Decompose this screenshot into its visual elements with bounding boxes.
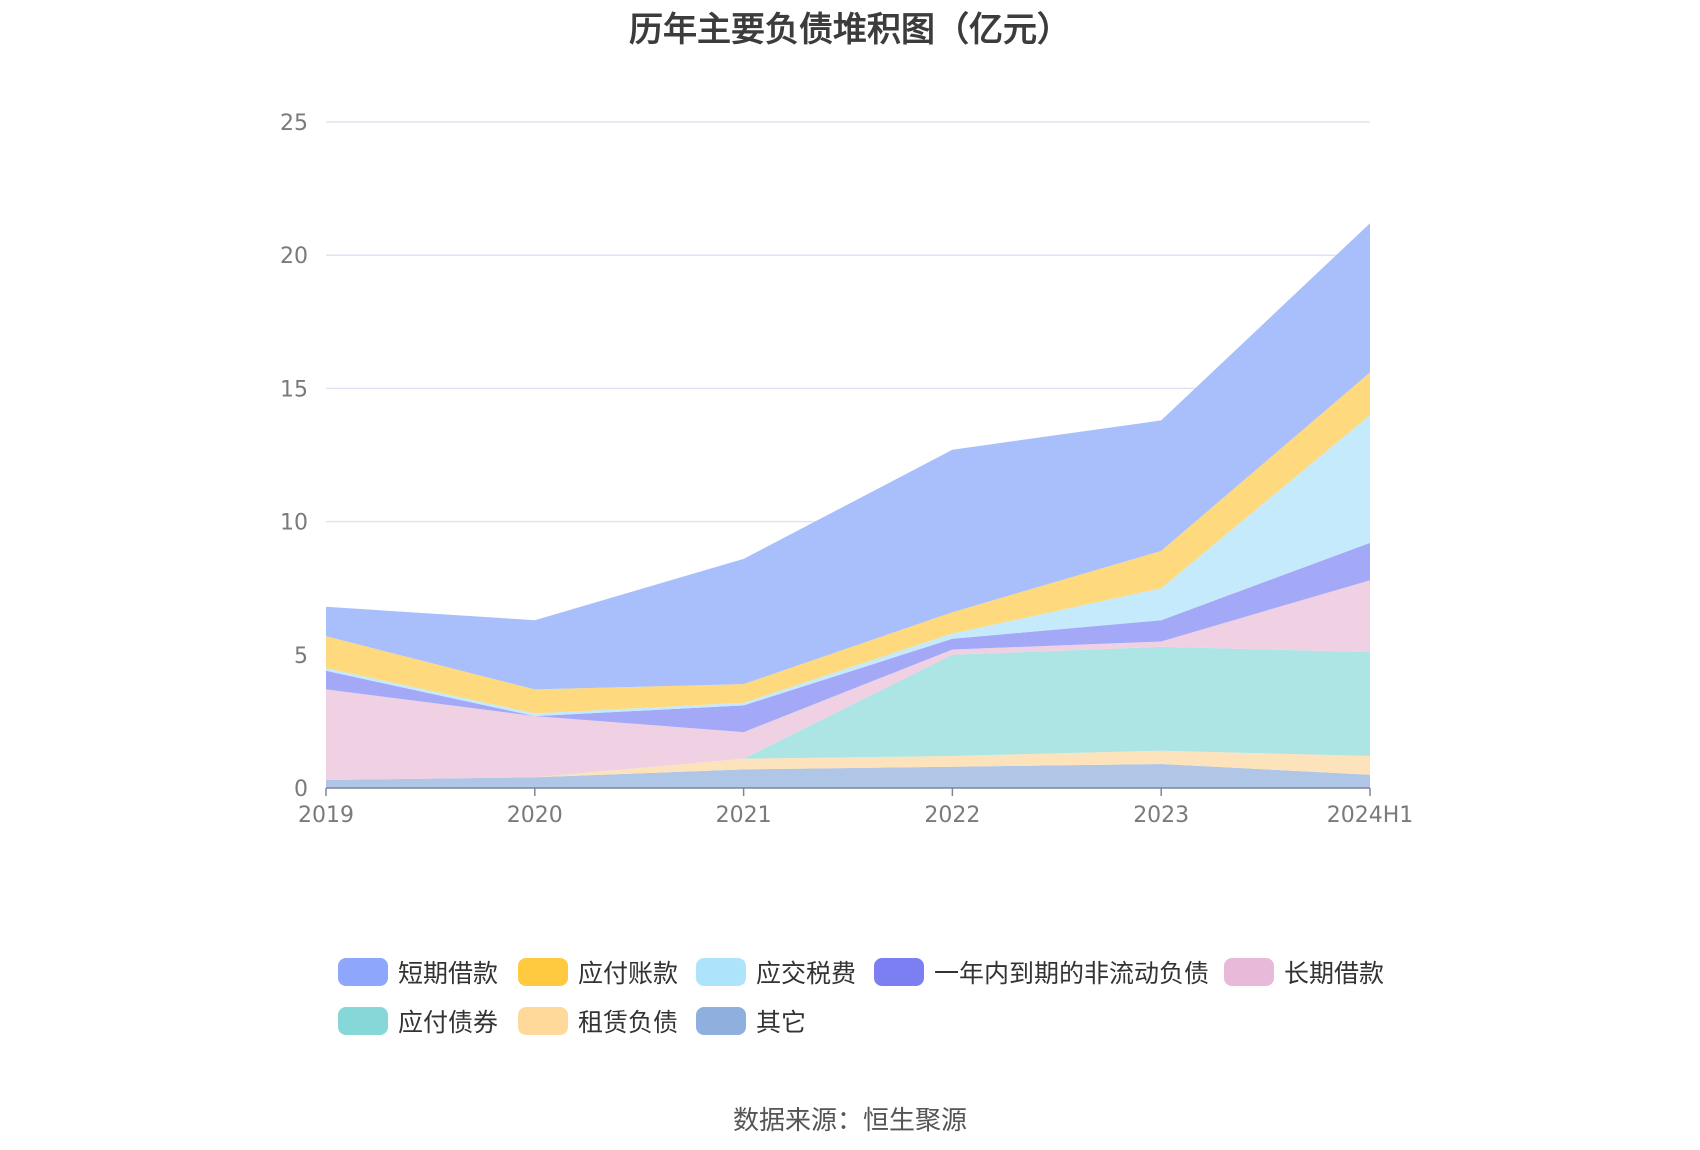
area-series-一年内到期的非流动负债 (326, 542, 1370, 733)
legend-label: 应付账款 (578, 959, 679, 988)
area-series-其它 (326, 764, 1370, 788)
legend-label: 租赁负债 (578, 1008, 679, 1037)
y-tick-label: 5 (294, 644, 308, 669)
y-tick-label: 15 (280, 377, 308, 402)
legend-item[interactable]: 一年内到期的非流动负债 (874, 955, 1209, 989)
legend-swatch (518, 1007, 568, 1035)
legend-swatch (518, 958, 568, 986)
area-series-租赁负债 (326, 750, 1370, 780)
legend-swatch (1224, 958, 1274, 986)
legend-swatch (338, 1007, 388, 1035)
x-tick-label: 2024H1 (1327, 803, 1414, 828)
chart-title: 历年主要负债堆积图（亿元） (629, 10, 1071, 50)
legend-label: 一年内到期的非流动负债 (934, 959, 1210, 988)
legend-label: 应交税费 (756, 959, 857, 988)
x-tick-label: 2023 (1133, 803, 1189, 828)
legend-item[interactable]: 租赁负债 (518, 1004, 678, 1038)
legend-item[interactable]: 应交税费 (696, 955, 856, 989)
area-series-短期借款 (326, 223, 1370, 690)
legend-label: 应付债券 (398, 1008, 499, 1037)
x-tick-label: 2019 (298, 803, 354, 828)
legend-swatch (874, 958, 924, 986)
legend-item[interactable]: 应付债券 (338, 1004, 498, 1038)
legend-item[interactable]: 长期借款 (1224, 955, 1384, 989)
x-tick-label: 2021 (716, 803, 772, 828)
y-tick-label: 20 (280, 244, 308, 269)
y-tick-label: 10 (280, 511, 308, 536)
area-series-应付账款 (326, 372, 1370, 714)
legend-swatch (696, 958, 746, 986)
x-tick-label: 2020 (507, 803, 563, 828)
legend-item[interactable]: 其它 (696, 1004, 806, 1038)
legend-label: 其它 (756, 1008, 807, 1037)
legend-item[interactable]: 短期借款 (338, 955, 498, 989)
area-series-长期借款 (326, 580, 1370, 780)
x-tick-label: 2022 (924, 803, 980, 828)
legend-swatch (696, 1007, 746, 1035)
legend-swatch (338, 958, 388, 986)
legend-item[interactable]: 应付账款 (518, 955, 678, 989)
data-source: 数据来源：恒生聚源 (732, 1106, 967, 1136)
area-layer (326, 223, 1370, 788)
y-tick-label: 25 (280, 111, 308, 136)
y-tick-label: 0 (294, 777, 308, 802)
area-series-应付债券 (326, 646, 1370, 780)
legend-label: 长期借款 (1284, 959, 1385, 988)
legend-label: 短期借款 (398, 959, 499, 988)
axis-layer: 0 5 10 15 20 25 2019 2020 2021 2022 2023 2024H1 (280, 111, 1413, 828)
